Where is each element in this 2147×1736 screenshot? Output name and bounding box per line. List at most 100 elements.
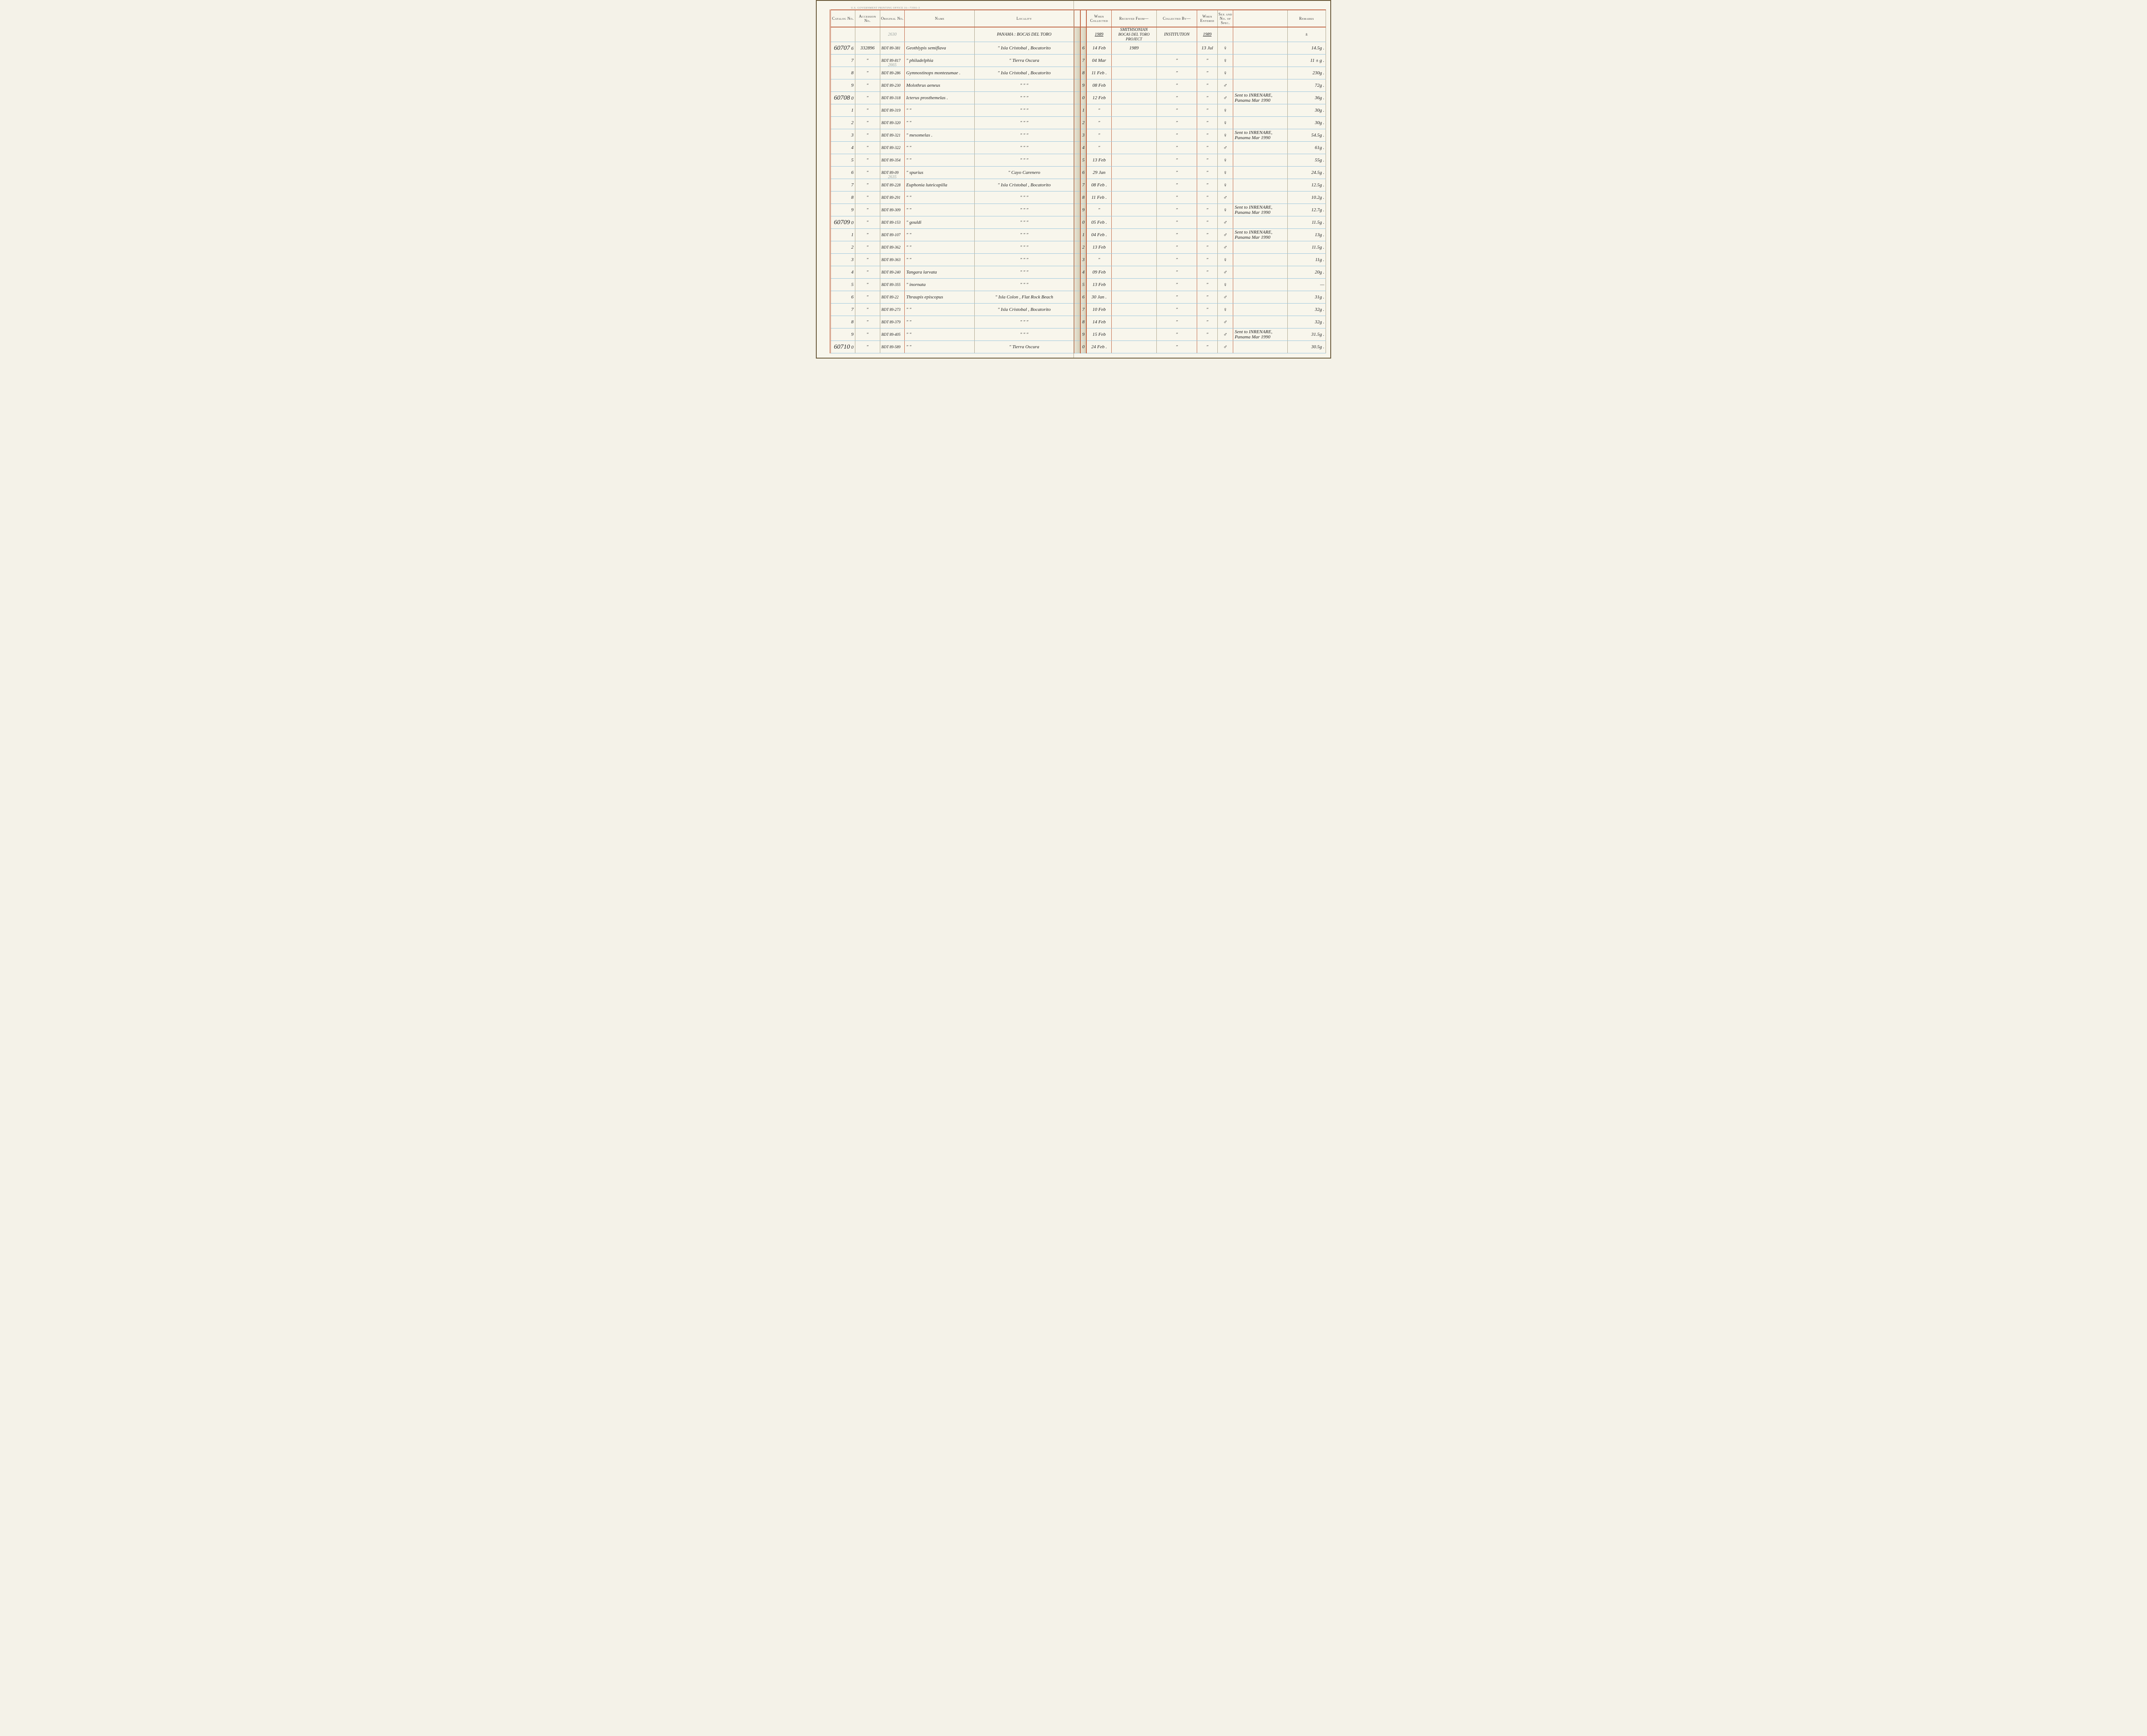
when-entered-cell: 13 Jul [1197, 42, 1217, 55]
locality-cell: ″ ″ ″ [975, 142, 1074, 154]
when-entered-cell: ″ [1197, 154, 1217, 167]
species-name-cell: ″ ″ [905, 229, 975, 241]
remarks-cell: 12.5g . [1287, 179, 1326, 192]
catalog-suffix: 7 [851, 58, 854, 63]
species-name-cell: ″ ″ [905, 204, 975, 216]
received-from-cell [1111, 154, 1156, 167]
gutter-cell [1074, 154, 1080, 167]
locality-cell: ″ Isla Cristobal , Bocatorito [975, 42, 1074, 55]
when-collected-cell: 11 Feb . [1086, 67, 1111, 79]
original-no: BDT 89-22 [882, 295, 899, 299]
received-from-cell [1111, 341, 1156, 353]
col-header-accession: Accession No. [855, 10, 880, 27]
locality-cell: ″ ″ ″ [975, 104, 1074, 117]
locality-cell: ″ Cayo Carenero [975, 167, 1074, 179]
gutter-cell [1074, 92, 1080, 104]
catalog-suffix: 8 [851, 70, 854, 76]
locality-cell: ″ ″ ″ [975, 129, 1074, 142]
collected-by-cell: ″ [1156, 291, 1197, 304]
catalog-no-cell: 7 [830, 179, 855, 192]
accession-cell: ″ [855, 79, 880, 92]
collected-by-cell: ″ [1156, 92, 1197, 104]
gutter-cell [1074, 55, 1080, 67]
sex-cell: ♂ [1217, 266, 1233, 279]
received-from-cell [1111, 92, 1156, 104]
when-entered-cell: ″ [1197, 328, 1217, 341]
original-no-cell: BDT 89-355 [880, 279, 905, 291]
when-collected-cell: 12 Feb [1086, 92, 1111, 104]
collected-by-cell: ″ [1156, 117, 1197, 129]
original-no: BDT 89-355 [882, 283, 901, 287]
catalog-no-cell: 2 [830, 117, 855, 129]
table-row: 60708 0″BDT 89-318Icterus prosthemelas .… [830, 92, 1326, 104]
catalog-no-cell: 60708 0 [830, 92, 855, 104]
remarks-cell: 12.7g . [1287, 204, 1326, 216]
remarks-cell: 31.5g . [1287, 328, 1326, 341]
catalog-no-cell: 4 [830, 142, 855, 154]
original-no-cell: BDT 89-405 [880, 328, 905, 341]
ledger-page: U.S. GOVERNMENT PRINTING OFFICE 16—73591… [816, 0, 1331, 359]
notes-cell [1233, 167, 1287, 179]
gutter-cell [1074, 216, 1080, 229]
pencil-number: 2630 [880, 27, 905, 42]
when-entered-cell: ″ [1197, 341, 1217, 353]
col-header-original: Original No. [880, 10, 905, 27]
collected-by-header: INSTITUTION [1156, 27, 1197, 42]
accession-cell: ″ [855, 304, 880, 316]
species-name-cell: Icterus prosthemelas . [905, 92, 975, 104]
species-name-cell: ″ inornata [905, 279, 975, 291]
original-no: BDT 89-381 [882, 46, 901, 50]
catalog-no-cell: 4 [830, 266, 855, 279]
table-row: 1″BDT 89-107″ ″″ ″ ″104 Feb .″″♂Sent to … [830, 229, 1326, 241]
sex-cell: ♂ [1217, 316, 1233, 328]
original-no-cell: 2665BDT 89-286 [880, 67, 905, 79]
original-no: BDT 89-09 [882, 170, 899, 175]
accession-cell: ″ [855, 142, 880, 154]
when-collected-cell: ″ [1086, 117, 1111, 129]
row-index-cell: 9 [1080, 79, 1087, 92]
species-name-cell: ″ ″ [905, 192, 975, 204]
remarks-header-mark: ± [1287, 27, 1326, 42]
catalog-suffix: 6 [851, 295, 854, 300]
species-name-cell: ″ mesomelas . [905, 129, 975, 142]
gutter-cell [1074, 204, 1080, 216]
table-row: 60707 6332896BDT 89-381Geothlypis semifl… [830, 42, 1326, 55]
locality-cell: ″ ″ ″ [975, 216, 1074, 229]
sex-cell: ♂ [1217, 291, 1233, 304]
row-index-cell: 6 [1080, 291, 1087, 304]
row-index-cell: 6 [1080, 167, 1087, 179]
accession-cell: ″ [855, 55, 880, 67]
received-from-cell [1111, 104, 1156, 117]
notes-cell [1233, 154, 1287, 167]
table-row: 8″2665BDT 89-286Gymnostinops montezumae … [830, 67, 1326, 79]
when-collected-cell: 30 Jan . [1086, 291, 1111, 304]
received-from-cell [1111, 254, 1156, 266]
sex-cell: ♀ [1217, 67, 1233, 79]
table-row: 5″BDT 89-354″ ″″ ″ ″513 Feb″″♀55g . [830, 154, 1326, 167]
remarks-cell: 30g . [1287, 104, 1326, 117]
when-entered-cell: ″ [1197, 92, 1217, 104]
catalog-suffix: 9 [851, 207, 854, 213]
row-index-cell: 0 [1080, 216, 1087, 229]
notes-cell: Sent to INRENARE, Panama Mar 1990 [1233, 129, 1287, 142]
sex-cell: ♂ [1217, 142, 1233, 154]
table-row: 5″BDT 89-355″ inornata″ ″ ″513 Feb″″♀— [830, 279, 1326, 291]
original-no-cell: BDT 89-319 [880, 104, 905, 117]
row-index-cell: 7 [1080, 304, 1087, 316]
when-entered-cell: ″ [1197, 204, 1217, 216]
species-name-cell: ″ ″ [905, 241, 975, 254]
when-entered-cell: ″ [1197, 266, 1217, 279]
original-no: BDT 89-273 [882, 307, 901, 312]
received-from-cell [1111, 229, 1156, 241]
catalog-suffix: 7 [851, 182, 854, 188]
gutter-cell [1074, 167, 1080, 179]
accession-cell: ″ [855, 117, 880, 129]
when-entered-cell: ″ [1197, 316, 1217, 328]
table-row: 7″BDT 89-273″ ″″ Isla Cristobal , Bocato… [830, 304, 1326, 316]
original-no-cell: BDT 89-309 [880, 204, 905, 216]
received-from-cell [1111, 316, 1156, 328]
catalog-suffix: 3 [851, 133, 854, 138]
table-row: 2″BDT 89-362″ ″″ ″ ″213 Feb″″♂11.5g . [830, 241, 1326, 254]
catalog-no-cell: 3 [830, 129, 855, 142]
row-index-cell: 5 [1080, 279, 1087, 291]
